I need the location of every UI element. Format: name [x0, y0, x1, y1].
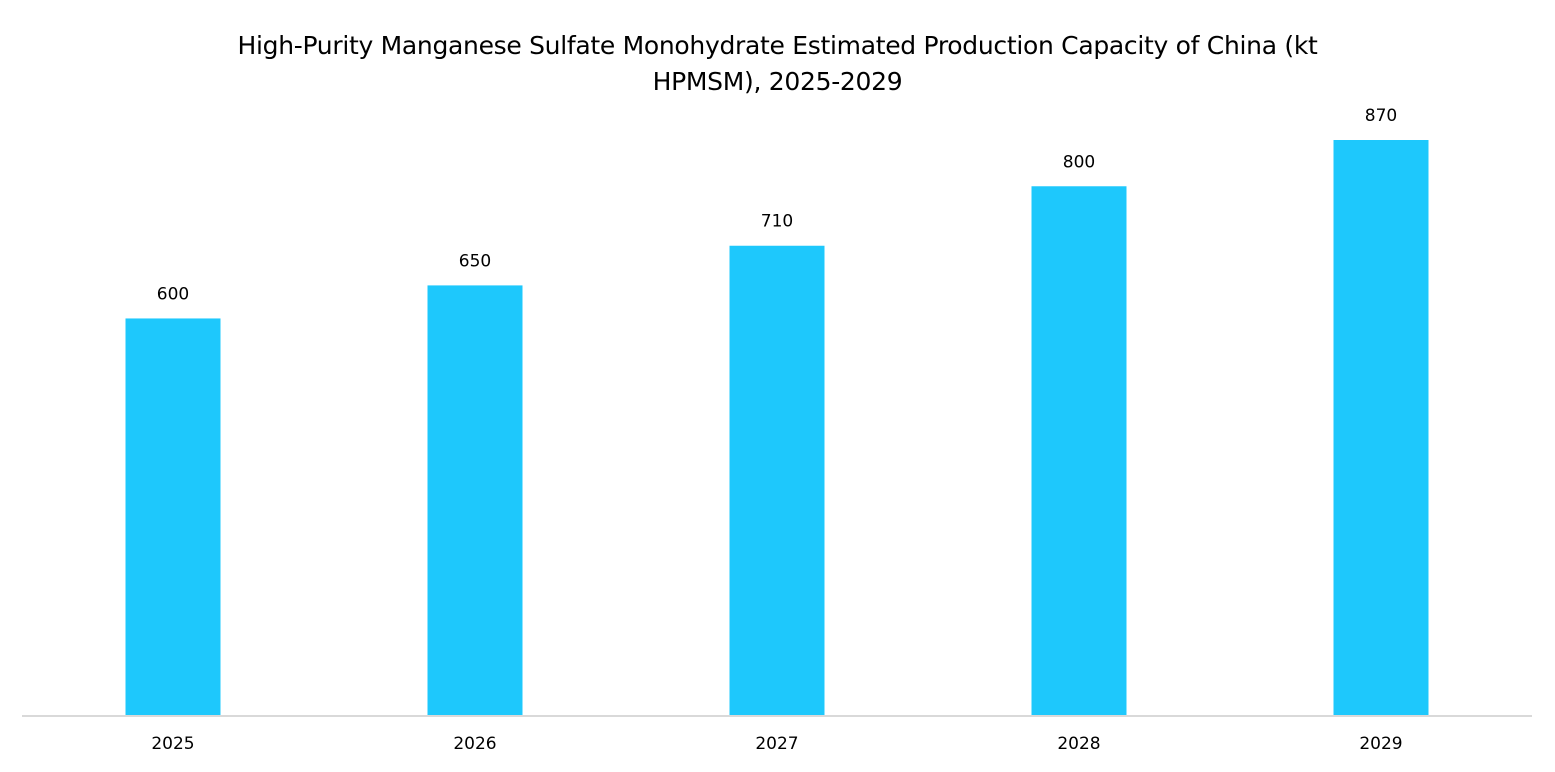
- data-label: 600: [157, 284, 189, 304]
- data-label: 710: [761, 212, 793, 232]
- bar: [427, 285, 523, 715]
- x-tick-label: 2026: [453, 734, 496, 754]
- x-tick-label: 2027: [755, 734, 798, 754]
- data-label: 650: [459, 251, 491, 271]
- x-tick-label: 2025: [151, 734, 194, 754]
- data-label: 870: [1365, 106, 1397, 126]
- x-tick-label: 2029: [1359, 734, 1402, 754]
- data-label: 800: [1063, 152, 1095, 172]
- bar: [125, 318, 221, 715]
- chart-title: High-Purity Manganese Sulfate Monohydrat…: [237, 31, 1318, 96]
- bar: [1031, 186, 1127, 715]
- x-tick-label: 2028: [1057, 734, 1100, 754]
- bar: [1333, 140, 1429, 715]
- bar: [729, 245, 825, 715]
